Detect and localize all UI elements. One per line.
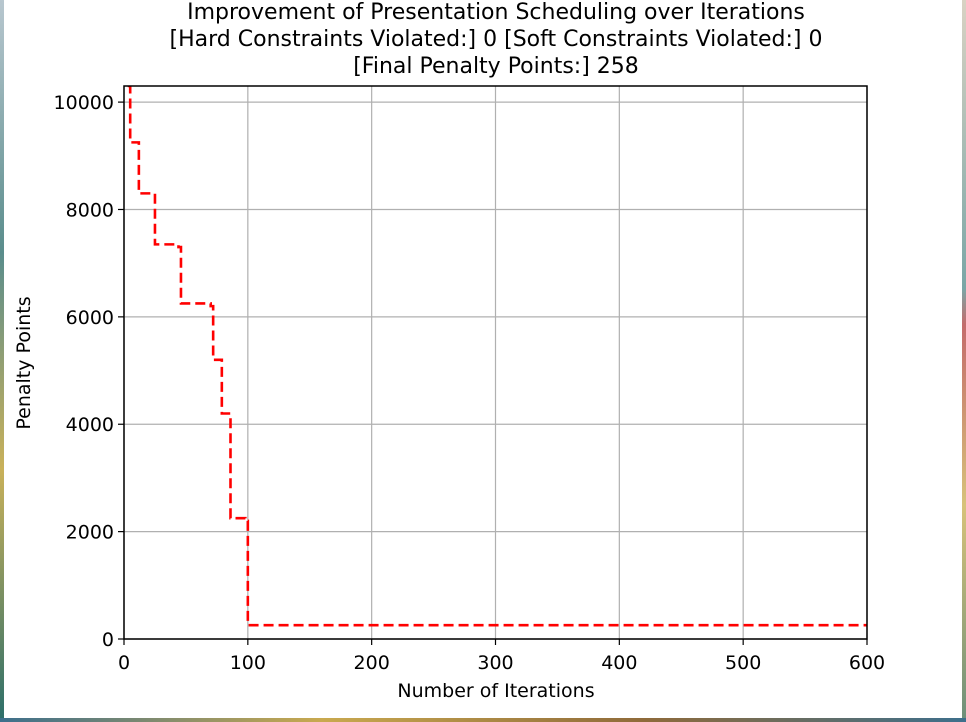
x-tick-label: 0 <box>118 652 130 674</box>
y-tick-label: 0 <box>102 629 114 651</box>
y-axis-label: Penalty Points <box>13 296 35 429</box>
y-tick-label: 2000 <box>66 522 114 544</box>
x-tick-label: 100 <box>230 652 266 674</box>
y-tick-label: 4000 <box>66 414 114 436</box>
chart-svg: Improvement of Presentation Scheduling o… <box>13 0 886 702</box>
chart-title-line-1: Improvement of Presentation Scheduling o… <box>187 0 805 25</box>
y-tick-label: 8000 <box>66 199 114 221</box>
background-edge-left <box>0 0 6 722</box>
series-layer <box>127 86 867 627</box>
tick-layer: 0 100 200 300 400 500 600020004000600080001000… <box>54 92 886 674</box>
x-tick-label: 400 <box>601 652 637 674</box>
x-tick-label: 300 <box>477 652 513 674</box>
penalty-series-line <box>127 86 867 627</box>
background-edge-right <box>960 0 966 722</box>
chart-title-line-2: [Hard Constraints Violated:] 0 [Soft Con… <box>170 27 823 52</box>
x-tick-label: 500 <box>725 652 761 674</box>
chart-title-line-3: [Final Penalty Points:] 258 <box>353 54 639 79</box>
chart-figure: Improvement of Presentation Scheduling o… <box>4 0 962 718</box>
background-edge-bottom <box>0 718 966 722</box>
y-tick-label: 10000 <box>54 92 114 114</box>
x-tick-label: 600 <box>849 652 885 674</box>
x-tick-label: 200 <box>354 652 390 674</box>
y-tick-label: 6000 <box>66 307 114 329</box>
grid-layer <box>123 86 868 640</box>
x-axis-label: Number of Iterations <box>397 680 594 702</box>
